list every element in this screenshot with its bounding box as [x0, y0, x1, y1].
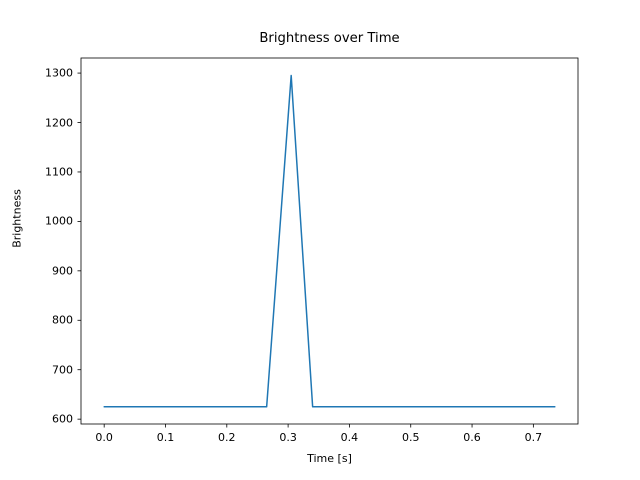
- x-tick-label: 0.6: [463, 431, 481, 444]
- x-tick-label: 0.2: [218, 431, 236, 444]
- data-series-line: [103, 74, 556, 408]
- y-tick-label: 1000: [45, 214, 73, 228]
- chart-title: Brightness over Time: [259, 31, 400, 46]
- y-tick-label: 700: [52, 363, 73, 377]
- y-tick-label: 900: [52, 264, 73, 278]
- tick-marks-group: [77, 72, 534, 428]
- x-axis-label: Time [s]: [307, 452, 352, 465]
- y-tick-label: 1200: [45, 116, 73, 130]
- x-tick-label: 0.0: [95, 431, 113, 444]
- x-tick-label: 0.3: [279, 431, 297, 444]
- axes-background: [81, 58, 578, 424]
- axes-spines: [80, 57, 579, 425]
- y-tick-label: 1300: [45, 66, 73, 80]
- x-tick-label: 0.1: [156, 431, 175, 444]
- y-tick-label: 600: [52, 412, 73, 426]
- x-tick-label: 0.5: [401, 431, 420, 444]
- x-tick-label: 0.4: [340, 431, 359, 444]
- y-tick-label: 1100: [45, 165, 73, 179]
- y-tick-label: 800: [52, 313, 73, 327]
- x-tick-label: 0.7: [524, 431, 543, 444]
